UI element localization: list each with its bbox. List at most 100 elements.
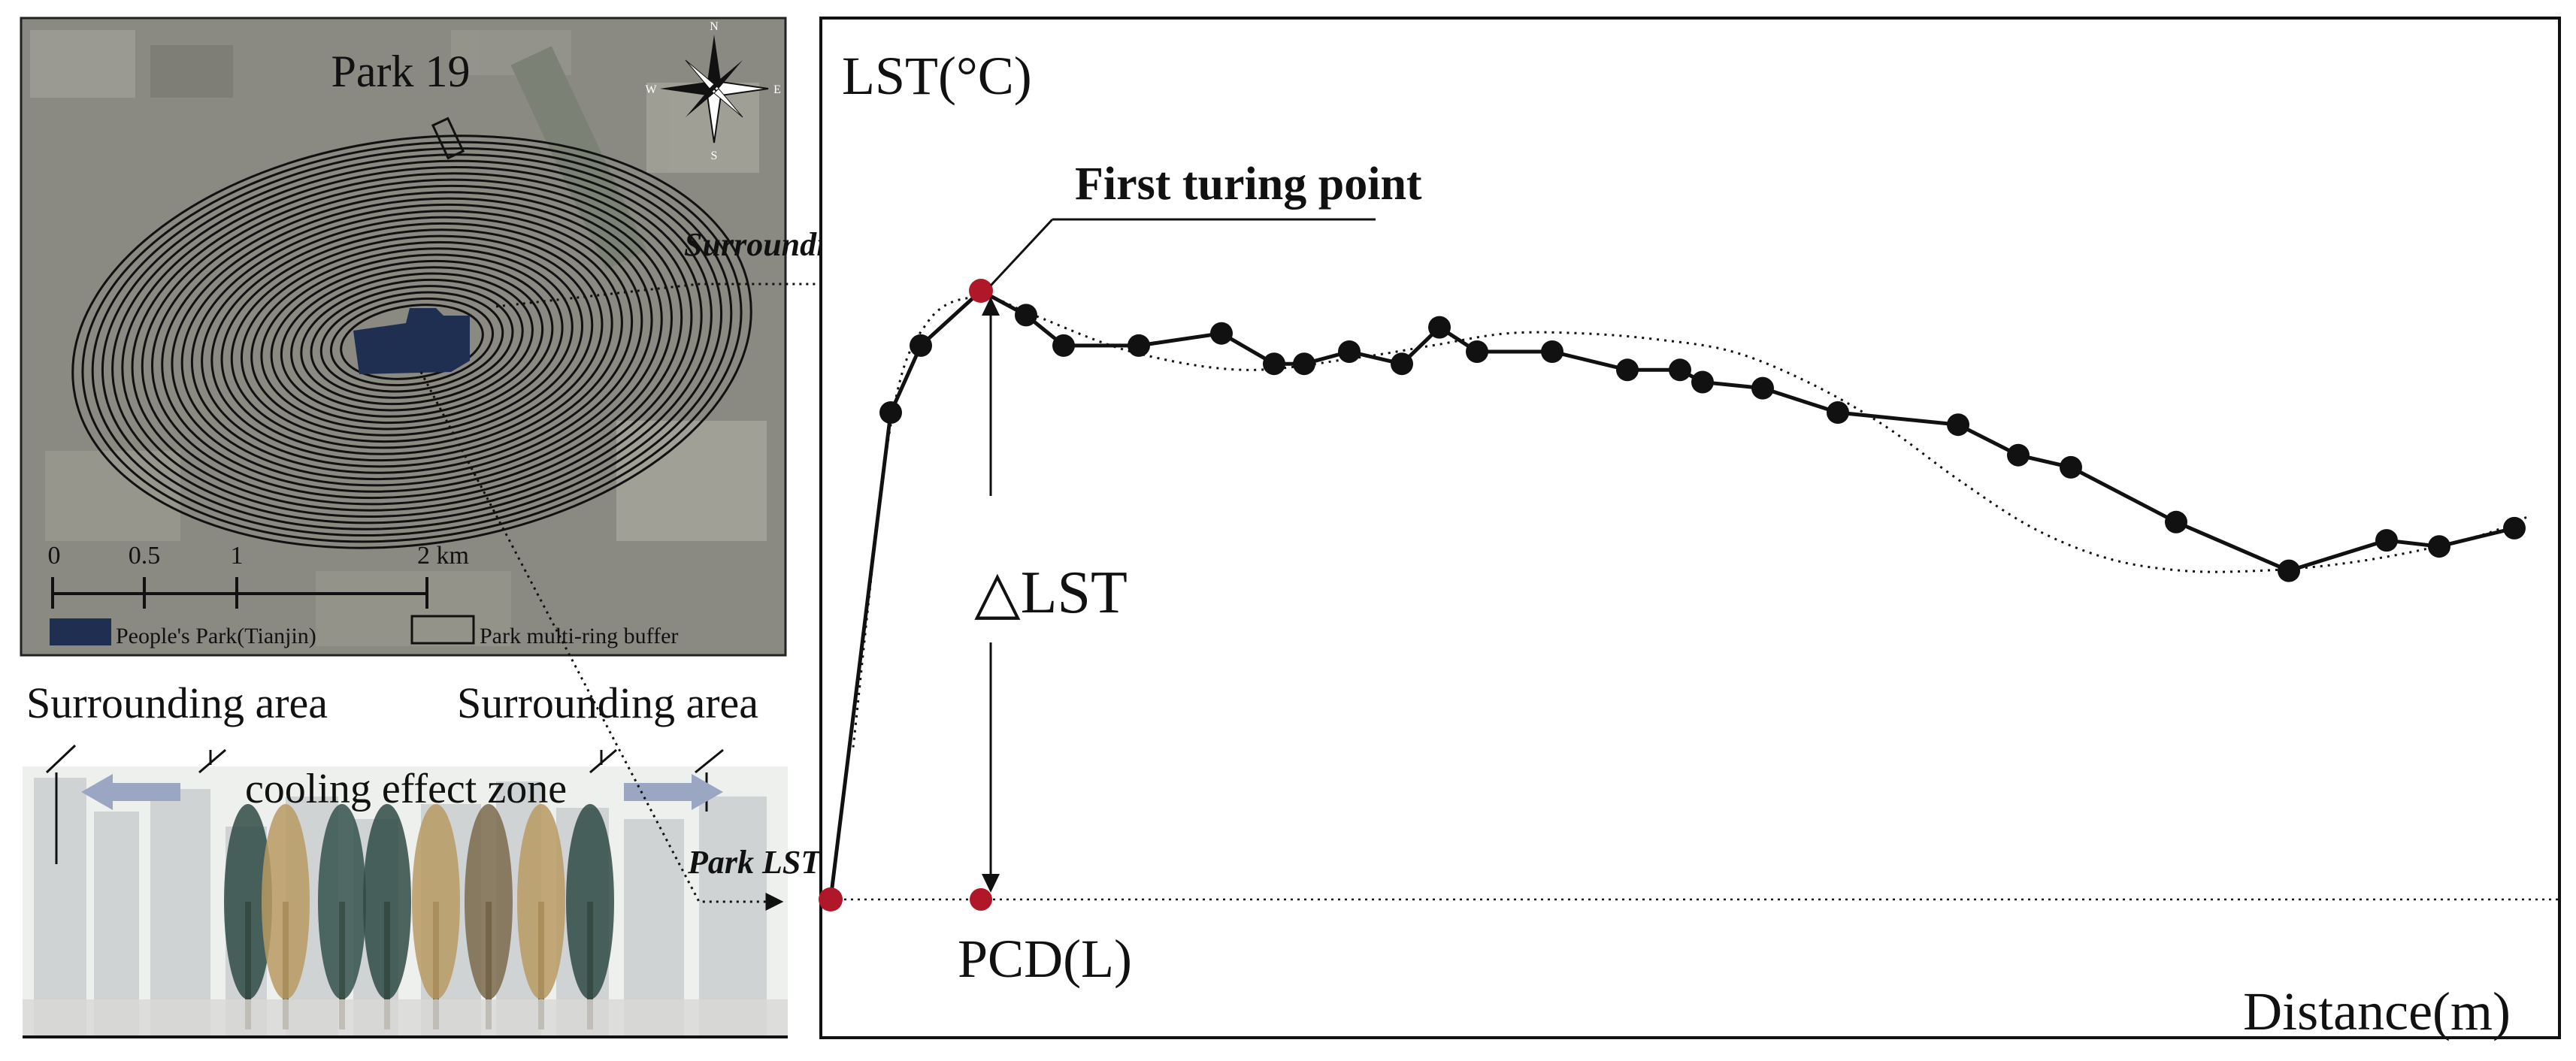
scale-bar: 0 0.5 1 2 km [48,542,469,609]
data-point [1015,304,1037,327]
park-lst-label: Park LST [687,844,822,881]
small-rect-marker [431,116,465,160]
data-point [1466,340,1488,363]
data-point [910,334,932,357]
buffer-ring [101,153,723,530]
map-frame [20,17,787,657]
pcd-label: PCD(L) [958,929,1132,989]
data-point [1947,413,1969,437]
data-point [2278,559,2300,582]
buffer-ring [121,165,703,518]
scale-tick-2: 1 [231,542,244,570]
legend-buffer-swatch [410,615,475,645]
data-point [1052,334,1075,357]
delta-arrow-down-head [982,874,1000,893]
tree-crown [262,804,310,999]
tree-crown [363,804,411,999]
buffer-ring [270,259,554,425]
cool-arrow-right-bar [624,783,692,801]
data-point [1210,322,1233,345]
buffer-ring [310,285,514,399]
buffer-ring [290,272,534,412]
buffer-ring [151,184,673,500]
data-point [2428,535,2450,558]
data-point [879,401,902,424]
compass-n-label: N [710,20,719,33]
surrounding-lst-connector [495,275,901,308]
data-point [2165,510,2187,534]
delta-lst-label: △LST [974,560,1128,626]
scale-tick-1: 0.5 [129,542,161,570]
zone-brackets [45,744,724,864]
data-point [1669,358,1691,382]
chart-panel: LST(°C) Distance(m) △LST PCD(L) First tu… [819,17,2561,1041]
data-point [1428,316,1451,339]
tree-crown [465,804,513,999]
data-point [1338,340,1361,363]
compass-e-label: E [773,83,781,96]
data-point [1691,370,1714,394]
buffer-ring [171,197,653,487]
cool-arrow-left-head [81,774,113,810]
buffer-ring [319,291,504,393]
buffer-ring [230,234,594,449]
buffer-ring [260,253,564,431]
chart-frame [819,17,2561,1039]
map-title: Park 19 [331,47,471,96]
tree-crown [566,804,614,999]
scale-tick-0: 0 [48,542,61,570]
data-point [819,887,843,911]
surrounding-area-left-label: Surrounding area [26,679,328,727]
data-point [2503,516,2526,540]
chart-series-layer [819,279,2530,911]
park-polygon [353,308,470,374]
buffer-ring [81,141,743,543]
map-legend: People's Park(Tianjin) Park multi-ring b… [50,615,678,648]
data-point [969,279,993,303]
tree-crown [224,804,272,999]
buffer-ring [329,297,495,387]
legend-park-swatch [50,618,111,645]
buffer-rings [71,135,752,549]
data-point [1751,376,1774,400]
data-point [1128,334,1150,357]
y-axis-label: LST(°C) [842,46,1032,106]
turning-point-leader [989,218,1054,287]
compass-w-label: W [645,83,657,96]
tree-crown [412,804,460,999]
buffer-ring [300,278,524,406]
delta-arrow-up-head [982,297,1000,316]
buffer-ring [250,247,574,437]
data-point [1263,352,1285,376]
fit-curve [852,295,2530,748]
buffer-ring [71,135,752,549]
buffer-ring [220,228,604,455]
cool-arrow-left-bar [113,783,180,801]
data-point [1293,352,1315,376]
compass-s-label: S [711,150,718,162]
cool-arrow-right-head [692,774,723,810]
buffer-ring [161,191,663,493]
connector-lines [419,275,901,911]
buffer-ring [91,147,733,537]
buffer-ring [340,304,484,380]
buffer-ring [111,159,713,524]
cooling-zone-label: cooling effect zone [245,766,567,812]
buffer-ring [280,266,544,418]
tree-crown [318,804,366,999]
buffer-ring [201,216,623,468]
turning-point-label: First turing point [1075,159,1422,210]
data-point [2060,455,2082,479]
data-point [1616,358,1639,382]
buffer-ring [240,240,584,443]
surrounding-area-right-label: Surrounding area [457,679,758,727]
pcd-point [970,888,992,911]
buffer-ring [190,210,634,474]
data-point [1391,352,1413,376]
legend-buffer-label: Park multi-ring buffer [480,624,678,648]
cooling-zone-arrows [81,774,723,810]
lst-series-line [828,288,2515,900]
city-blocks [30,30,767,646]
buffer-ring [180,203,643,481]
